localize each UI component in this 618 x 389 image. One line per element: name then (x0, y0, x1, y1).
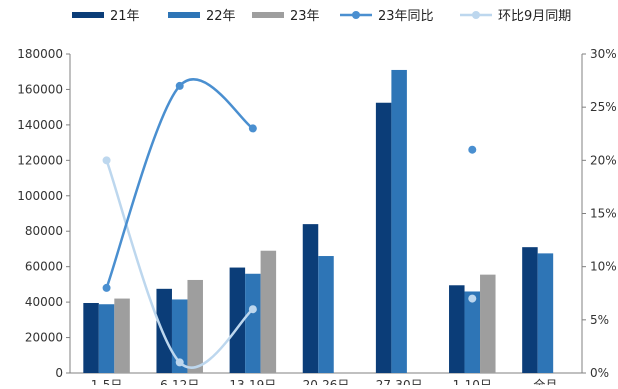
right-tick-label: 20% (590, 153, 617, 167)
legend-swatch-21年 (72, 12, 104, 18)
point-环比9月同期-6-12日 (175, 358, 184, 367)
bar-21年-20-26日 (302, 224, 319, 373)
bar-21年-6-12日 (156, 288, 172, 373)
left-tick-label: 180000 (17, 47, 63, 61)
legend-swatch-23年 (252, 12, 284, 18)
right-tick-label: 0% (590, 366, 609, 380)
bar-22年-20-26日 (318, 256, 334, 373)
legend-swatch-22年 (168, 12, 200, 18)
left-tick-label: 0 (55, 366, 63, 380)
left-tick-label: 120000 (17, 153, 63, 167)
legend-label-23年: 23年 (290, 9, 320, 24)
bar-23年-13-19日 (260, 250, 277, 373)
legend-swatch-marker-环比9月同期 (472, 11, 480, 19)
bar-22年-13-19日 (245, 273, 261, 373)
x-tick-label: 1-5日 (91, 378, 123, 385)
point-环比9月同期-1-5日 (102, 156, 111, 165)
legend-label-21年: 21年 (110, 9, 140, 24)
bar-23年-1-5日 (114, 298, 130, 373)
bar-21年-1-10日 (449, 285, 465, 373)
bar-21年-1-5日 (83, 302, 99, 373)
legend-label-环比9月同期: 环比9月同期 (498, 9, 571, 24)
x-tick-label: 1-10日 (453, 378, 492, 385)
point-环比9月同期-13-19日 (248, 305, 257, 314)
line-环比9月同期 (105, 159, 254, 369)
bar-21年-27-30日 (375, 102, 392, 373)
bar-22年-1-10日 (464, 291, 481, 373)
point-环比9月同期-1-10日 (468, 294, 477, 303)
bar-21年-13-19日 (229, 267, 246, 373)
bar-23年-1-10日 (480, 274, 496, 373)
right-tick-label: 30% (590, 47, 617, 61)
x-tick-label: 13-19日 (229, 378, 276, 385)
bar-22年-27-30日 (391, 69, 407, 373)
left-tick-label: 20000 (25, 331, 63, 345)
left-tick-label: 80000 (25, 224, 63, 238)
point-23年同比-13-19日 (248, 124, 257, 133)
bar-22年-全月 (537, 253, 554, 373)
legend-label-22年: 22年 (206, 9, 236, 24)
left-tick-label: 40000 (25, 295, 63, 309)
bar-22年-6-12日 (171, 299, 188, 373)
right-tick-label: 10% (590, 260, 617, 274)
right-tick-label: 25% (590, 100, 617, 114)
right-tick-label: 15% (590, 207, 617, 221)
left-tick-label: 140000 (17, 118, 63, 132)
x-tick-label: 27-30日 (376, 378, 423, 385)
right-tick-label: 5% (590, 313, 609, 327)
bar-22年-1-5日 (98, 304, 115, 373)
point-23年同比-1-10日 (468, 145, 477, 154)
x-tick-label: 全月 (533, 377, 557, 385)
left-tick-label: 60000 (25, 260, 63, 274)
bar-23年-6-12日 (187, 279, 203, 373)
x-tick-label: 20-26日 (303, 378, 350, 385)
point-23年同比-1-5日 (102, 283, 111, 292)
legend-swatch-marker-23年同比 (352, 11, 360, 19)
legend-label-23年同比: 23年同比 (378, 9, 434, 24)
left-tick-label: 100000 (17, 189, 63, 203)
point-23年同比-6-12日 (175, 81, 184, 90)
left-tick-label: 160000 (17, 82, 63, 96)
bar-21年-全月 (522, 247, 538, 373)
x-tick-label: 6-12日 (160, 378, 199, 385)
line-23年同比 (105, 78, 254, 289)
